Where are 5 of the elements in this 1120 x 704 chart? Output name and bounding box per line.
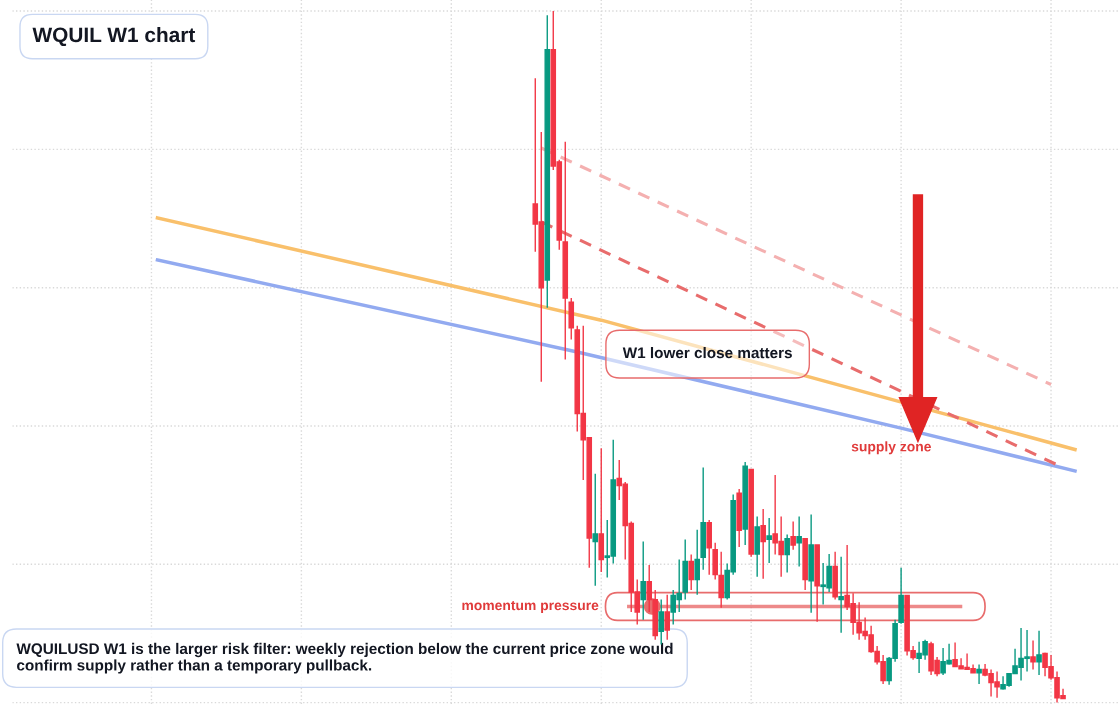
annotation: supply zone <box>851 441 931 455</box>
annotation: WQUILUSD W1 is the larger risk filter: weekly rejection below the current price zone would confirm supply rather than a temporary pullback. <box>16 642 673 674</box>
text: WQUIL W1 chart <box>32 26 196 47</box>
ref-line-label: momentum pressure <box>462 601 599 613</box>
annotation: W1 lower close matters <box>622 346 792 359</box>
